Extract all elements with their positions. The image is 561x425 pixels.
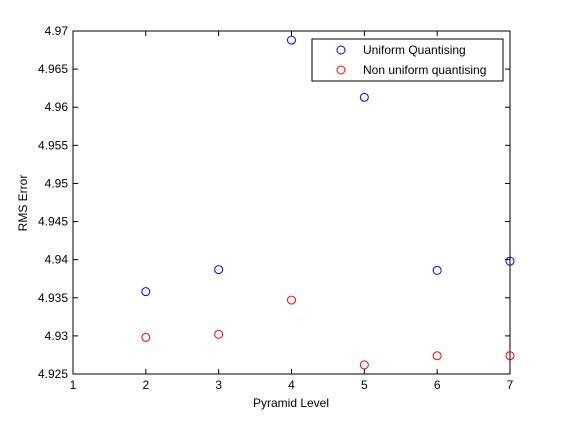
data-point-series-1: [359, 92, 369, 102]
data-point-series-1: [214, 265, 224, 275]
y-tick-label: 4.95: [45, 176, 69, 190]
x-axis-label: Pyramid Level: [253, 396, 329, 410]
y-tick-label: 4.955: [38, 138, 68, 152]
x-tick-label: 4: [288, 378, 295, 392]
data-points: [141, 35, 515, 370]
legend-label-series-1: Uniform Quantising: [363, 43, 466, 57]
y-tick-label: 4.96: [45, 100, 69, 114]
legend-label-series-2: Non uniform quantising: [363, 63, 486, 77]
data-point-series-2: [141, 332, 151, 342]
legend-marker-series-1: [336, 45, 346, 55]
plot-area: [72, 30, 511, 375]
y-tick-label: 4.945: [38, 215, 68, 229]
data-point-series-2: [359, 360, 369, 370]
data-point-series-2: [505, 351, 515, 361]
x-tick-label: 1: [70, 378, 77, 392]
data-point-series-1: [287, 35, 296, 45]
x-tick-label: 7: [507, 378, 514, 392]
x-tick-label: 2: [142, 378, 149, 392]
y-tick-label: 4.965: [38, 62, 68, 76]
legend-box: [311, 38, 504, 82]
data-point-series-2: [287, 295, 296, 305]
legend: Uniform Quantising Non uniform quantising: [311, 38, 504, 82]
data-point-series-2: [214, 329, 224, 339]
data-point-series-1: [505, 256, 515, 266]
data-point-series-2: [432, 351, 442, 361]
y-tick-label: 4.935: [38, 291, 68, 305]
y-tick-label: 4.97: [45, 24, 69, 38]
y-axis-ticks: 4.925 4.93 4.935 4.94 4.945 4.95 4.955 4.96 4.96…: [38, 24, 510, 381]
x-axis-ticks: 1 2 3 4 5 6 7: [70, 31, 514, 392]
y-tick-label: 4.925: [38, 367, 68, 381]
data-point-series-1: [141, 287, 151, 297]
x-tick-label: 6: [434, 378, 441, 392]
legend-marker-series-2: [336, 65, 346, 75]
x-tick-label: 3: [215, 378, 222, 392]
x-tick-label: 5: [361, 378, 368, 392]
y-axis-label: RMS Error: [16, 175, 30, 232]
y-tick-label: 4.94: [45, 253, 69, 267]
y-tick-label: 4.93: [45, 329, 69, 343]
data-point-series-1: [432, 265, 442, 275]
